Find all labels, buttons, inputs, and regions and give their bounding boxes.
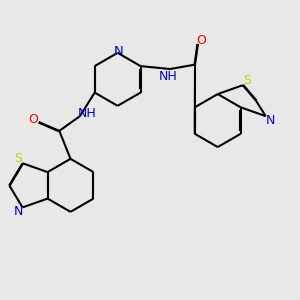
Text: O: O bbox=[196, 34, 206, 47]
Text: N: N bbox=[266, 114, 275, 127]
Text: NH: NH bbox=[159, 70, 178, 83]
Text: S: S bbox=[14, 152, 22, 165]
Text: N: N bbox=[14, 205, 23, 218]
Text: S: S bbox=[243, 74, 251, 87]
Text: N: N bbox=[114, 45, 124, 58]
Text: O: O bbox=[28, 112, 38, 126]
Text: NH: NH bbox=[78, 107, 97, 120]
